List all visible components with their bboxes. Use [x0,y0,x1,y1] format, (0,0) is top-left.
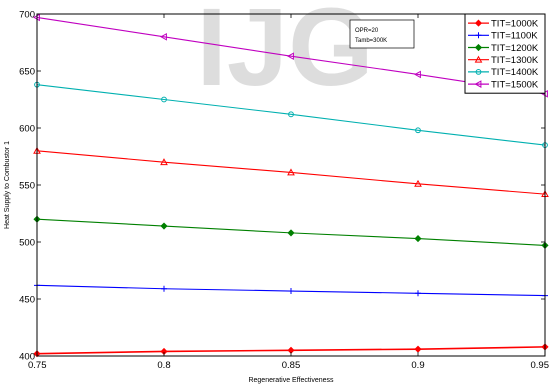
y-tick-label: 450 [19,295,35,306]
legend: TIT=1000KTIT=1100KTIT=1200KTIT=1300KTIT=… [464,13,546,94]
data-point [415,127,421,134]
legend-marker [475,69,482,75]
legend-label: TIT=1000K [491,18,539,29]
legend-label: TIT=1100K [491,31,538,42]
legend-label: TIT=1500K [491,79,539,90]
series-tit-1300k [33,146,549,198]
y-tick-label: 600 [19,124,35,135]
series-tit-1000k [33,343,549,358]
x-tick-label: 0.85 [282,360,301,371]
plot-area [37,14,545,356]
legend-item: TIT=1300K [468,55,539,66]
data-point [160,222,168,230]
legend-item: TIT=1100K [468,31,538,42]
series-line [36,16,546,95]
legend-marker [474,19,483,27]
legend-marker [474,80,482,88]
x-tick-label: 0.95 [531,360,549,371]
y-axis-label: Heat Supply to Combustor 1 [4,141,11,229]
data-point [287,168,295,176]
annotation-line-1: OPR=20 [355,28,379,34]
data-point [161,285,167,292]
data-point [288,111,294,118]
data-point [286,52,294,61]
legend-item: TIT=1000K [468,18,539,29]
data-point [160,158,168,166]
axes-layer: 0.75 0.8 0.85 0.9 0.95 400 450 500 550 600 650 700 [19,10,549,372]
legend-item: TIT=1200K [468,43,539,54]
legend-label: TIT=1400K [491,67,539,78]
legend-label: TIT=1200K [491,43,539,54]
data-point [413,70,421,79]
data-point [161,96,167,103]
annotation-frame [349,19,415,49]
legend-marker [474,43,483,52]
annotation-line-2: Tamb=300K [355,38,387,44]
x-tick-label: 0.9 [411,360,424,371]
data-point [415,290,421,297]
legend-marker [475,32,482,39]
series-layer [32,13,549,358]
y-tick-label: 550 [19,181,35,192]
legend-label: TIT=1300K [491,55,539,66]
series-line [36,150,546,195]
annotation-box: OPR=20 Tamb=300K [349,19,415,49]
legend-item: TIT=1400K [468,67,539,78]
legend-marker [474,55,483,63]
y-tick-label: 700 [19,10,35,21]
y-tick-label: 500 [19,238,35,249]
data-point [288,288,294,295]
y-tick-label: 650 [19,67,35,78]
data-point [159,32,167,41]
data-point [414,179,422,187]
legend-box [464,13,546,94]
y-tick-label: 400 [19,352,35,363]
series-line [36,84,546,146]
data-point [414,235,422,243]
series-tit-1200k [33,215,549,249]
x-tick-label: 0.75 [28,360,47,371]
watermark: IJG [196,0,373,109]
x-axis-label: Regenerative Effectiveness [248,377,334,384]
svg-text:IJG: IJG [196,0,373,109]
legend-item: TIT=1500K [468,79,539,90]
data-point [287,229,295,237]
x-tick-label: 0.8 [157,360,170,371]
